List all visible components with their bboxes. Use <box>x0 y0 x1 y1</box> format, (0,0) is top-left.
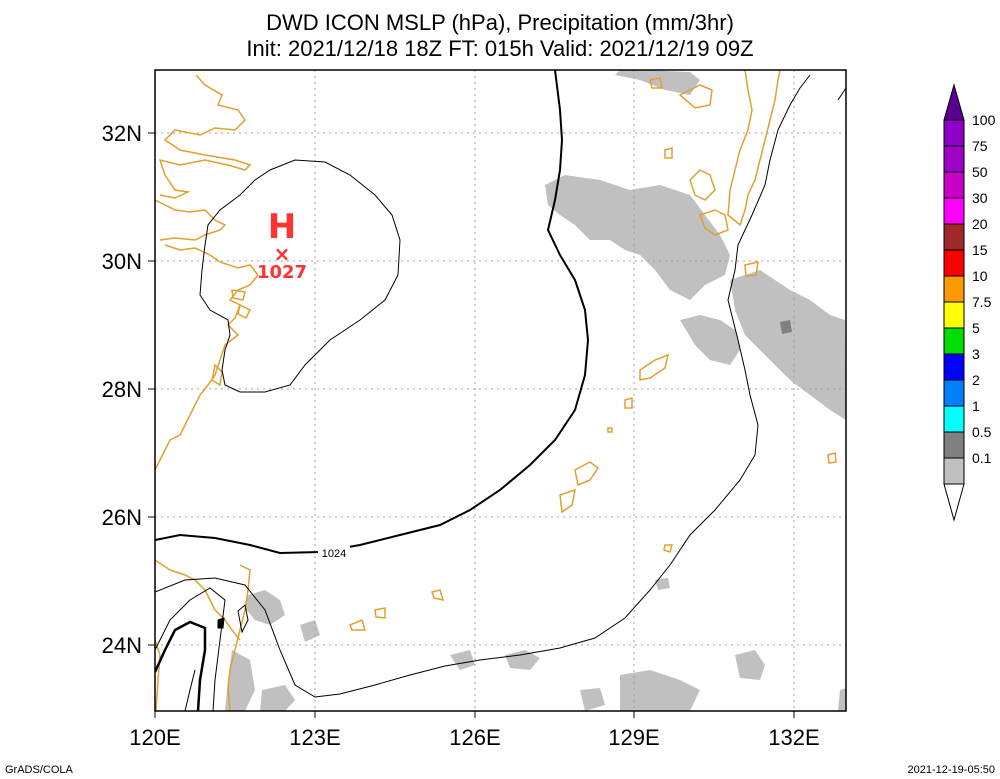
colorbar-swatch-30 <box>943 197 965 225</box>
isobars <box>155 70 846 711</box>
axis-ticks <box>148 132 795 718</box>
colorbar-swatch-10 <box>943 275 965 303</box>
y-tick-26n: 26N <box>102 505 142 530</box>
colorbar-swatch-3 <box>943 353 965 381</box>
colorbar-label-100: 100 <box>972 112 996 128</box>
high-pressure-center: H × 1027 <box>257 207 307 283</box>
colorbar-swatch-1 <box>943 405 965 433</box>
colorbar-swatch-50 <box>943 171 965 199</box>
coastlines <box>155 70 837 711</box>
precipitation-shading-dark <box>780 320 792 334</box>
colorbar-swatch-100 <box>943 119 965 147</box>
colorbar-top-arrow <box>943 83 965 121</box>
y-tick-32n: 32N <box>102 121 142 146</box>
colorbar-label-30: 30 <box>972 190 988 206</box>
colorbar-label-1: 1 <box>972 398 980 414</box>
colorbar-swatch-0-5 <box>943 431 965 459</box>
colorbar-bottom-arrow <box>943 483 965 522</box>
isobar-label-1024: 1024 <box>322 548 346 560</box>
graticule <box>155 70 846 711</box>
colorbar-swatch-7-5 <box>943 301 965 329</box>
precipitation-shading <box>225 70 846 711</box>
colorbar-label-50: 50 <box>972 164 988 180</box>
colorbar-labels: 100 75 50 30 20 15 10 7.5 5 3 2 1 0.5 0.… <box>972 112 996 466</box>
x-tick-120e: 120E <box>129 725 180 750</box>
colorbar-label-15: 15 <box>972 242 988 258</box>
colorbar-swatch-0-1 <box>943 457 965 485</box>
colorbar-label-0-5: 0.5 <box>972 424 992 440</box>
colorbar-label-20: 20 <box>972 216 988 232</box>
colorbar-swatch-75 <box>943 145 965 173</box>
colorbar-label-7-5: 7.5 <box>972 294 992 310</box>
x-tick-126e: 126E <box>449 725 500 750</box>
x-tick-132e: 132E <box>768 725 819 750</box>
y-tick-24n: 24N <box>102 633 142 658</box>
colorbar-label-5: 5 <box>972 320 980 336</box>
colorbar-label-0-1: 0.1 <box>972 450 992 466</box>
colorbar-swatch-2 <box>943 379 965 407</box>
footer-credit: GrADS/COLA <box>5 764 74 776</box>
colorbar-swatch-20 <box>943 223 965 251</box>
colorbar-label-75: 75 <box>972 138 988 154</box>
x-tick-123e: 123E <box>289 725 340 750</box>
colorbar-swatch-5 <box>943 327 965 355</box>
high-pressure-marker: × <box>274 242 291 266</box>
colorbar-label-10: 10 <box>972 268 988 284</box>
map-title: DWD ICON MSLP (hPa), Precipitation (mm/3… <box>266 10 734 35</box>
high-pressure-value: 1027 <box>257 262 307 283</box>
x-tick-129e: 129E <box>608 725 659 750</box>
colorbar-label-2: 2 <box>972 372 980 388</box>
colorbar <box>943 83 965 522</box>
plot-frame <box>154 69 847 712</box>
y-tick-30n: 30N <box>102 249 142 274</box>
y-tick-28n: 28N <box>102 377 142 402</box>
map-subtitle: Init: 2021/12/18 18Z FT: 015h Valid: 202… <box>246 36 753 61</box>
plot-area: 1024 H × 1027 <box>155 70 846 711</box>
colorbar-swatch-15 <box>943 249 965 277</box>
colorbar-label-3: 3 <box>972 346 980 362</box>
high-pressure-symbol: H <box>268 207 296 247</box>
footer-timestamp: 2021-12-19-05:50 <box>908 764 995 776</box>
